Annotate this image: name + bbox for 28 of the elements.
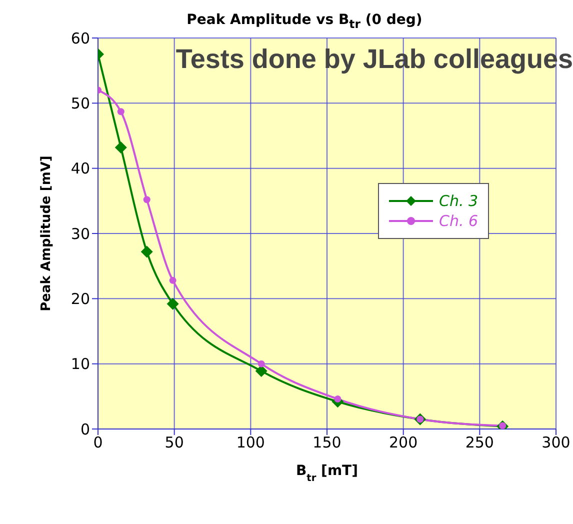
x-tick-label: 200 xyxy=(389,434,418,452)
x-tick-label: 100 xyxy=(236,434,265,452)
y-tick-label: 60 xyxy=(70,29,90,48)
point xyxy=(143,196,150,204)
y-tick-label: 30 xyxy=(70,224,90,243)
point xyxy=(117,108,124,116)
y-tick-label: 10 xyxy=(70,355,90,374)
x-axis-title: B$_{tr}$ [mT] xyxy=(296,463,358,484)
legend-label: Ch. 3 xyxy=(439,192,478,210)
point xyxy=(114,141,127,154)
x-tick-label: 50 xyxy=(164,434,184,452)
x-tick-label: 300 xyxy=(542,434,570,452)
x-tick-label: 150 xyxy=(312,434,342,452)
y-tick-label: 0 xyxy=(80,420,90,438)
y-tick-label: 20 xyxy=(70,290,90,308)
x-tick-label: 250 xyxy=(465,434,494,452)
y-tick-label: 50 xyxy=(70,94,90,112)
point xyxy=(166,298,179,310)
point xyxy=(140,246,153,258)
point xyxy=(255,365,268,377)
point xyxy=(334,396,342,403)
y-tick-label: 40 xyxy=(70,160,90,178)
point xyxy=(169,276,176,284)
point xyxy=(258,360,265,368)
legend-label: Ch. 6 xyxy=(439,212,478,230)
chart-title: Peak Amplitude vs B$_{tr}$ (0 deg) xyxy=(186,12,424,31)
y-axis-title: Peak Amplitude [mV] xyxy=(39,156,54,312)
x-tick-label: 0 xyxy=(93,434,103,452)
